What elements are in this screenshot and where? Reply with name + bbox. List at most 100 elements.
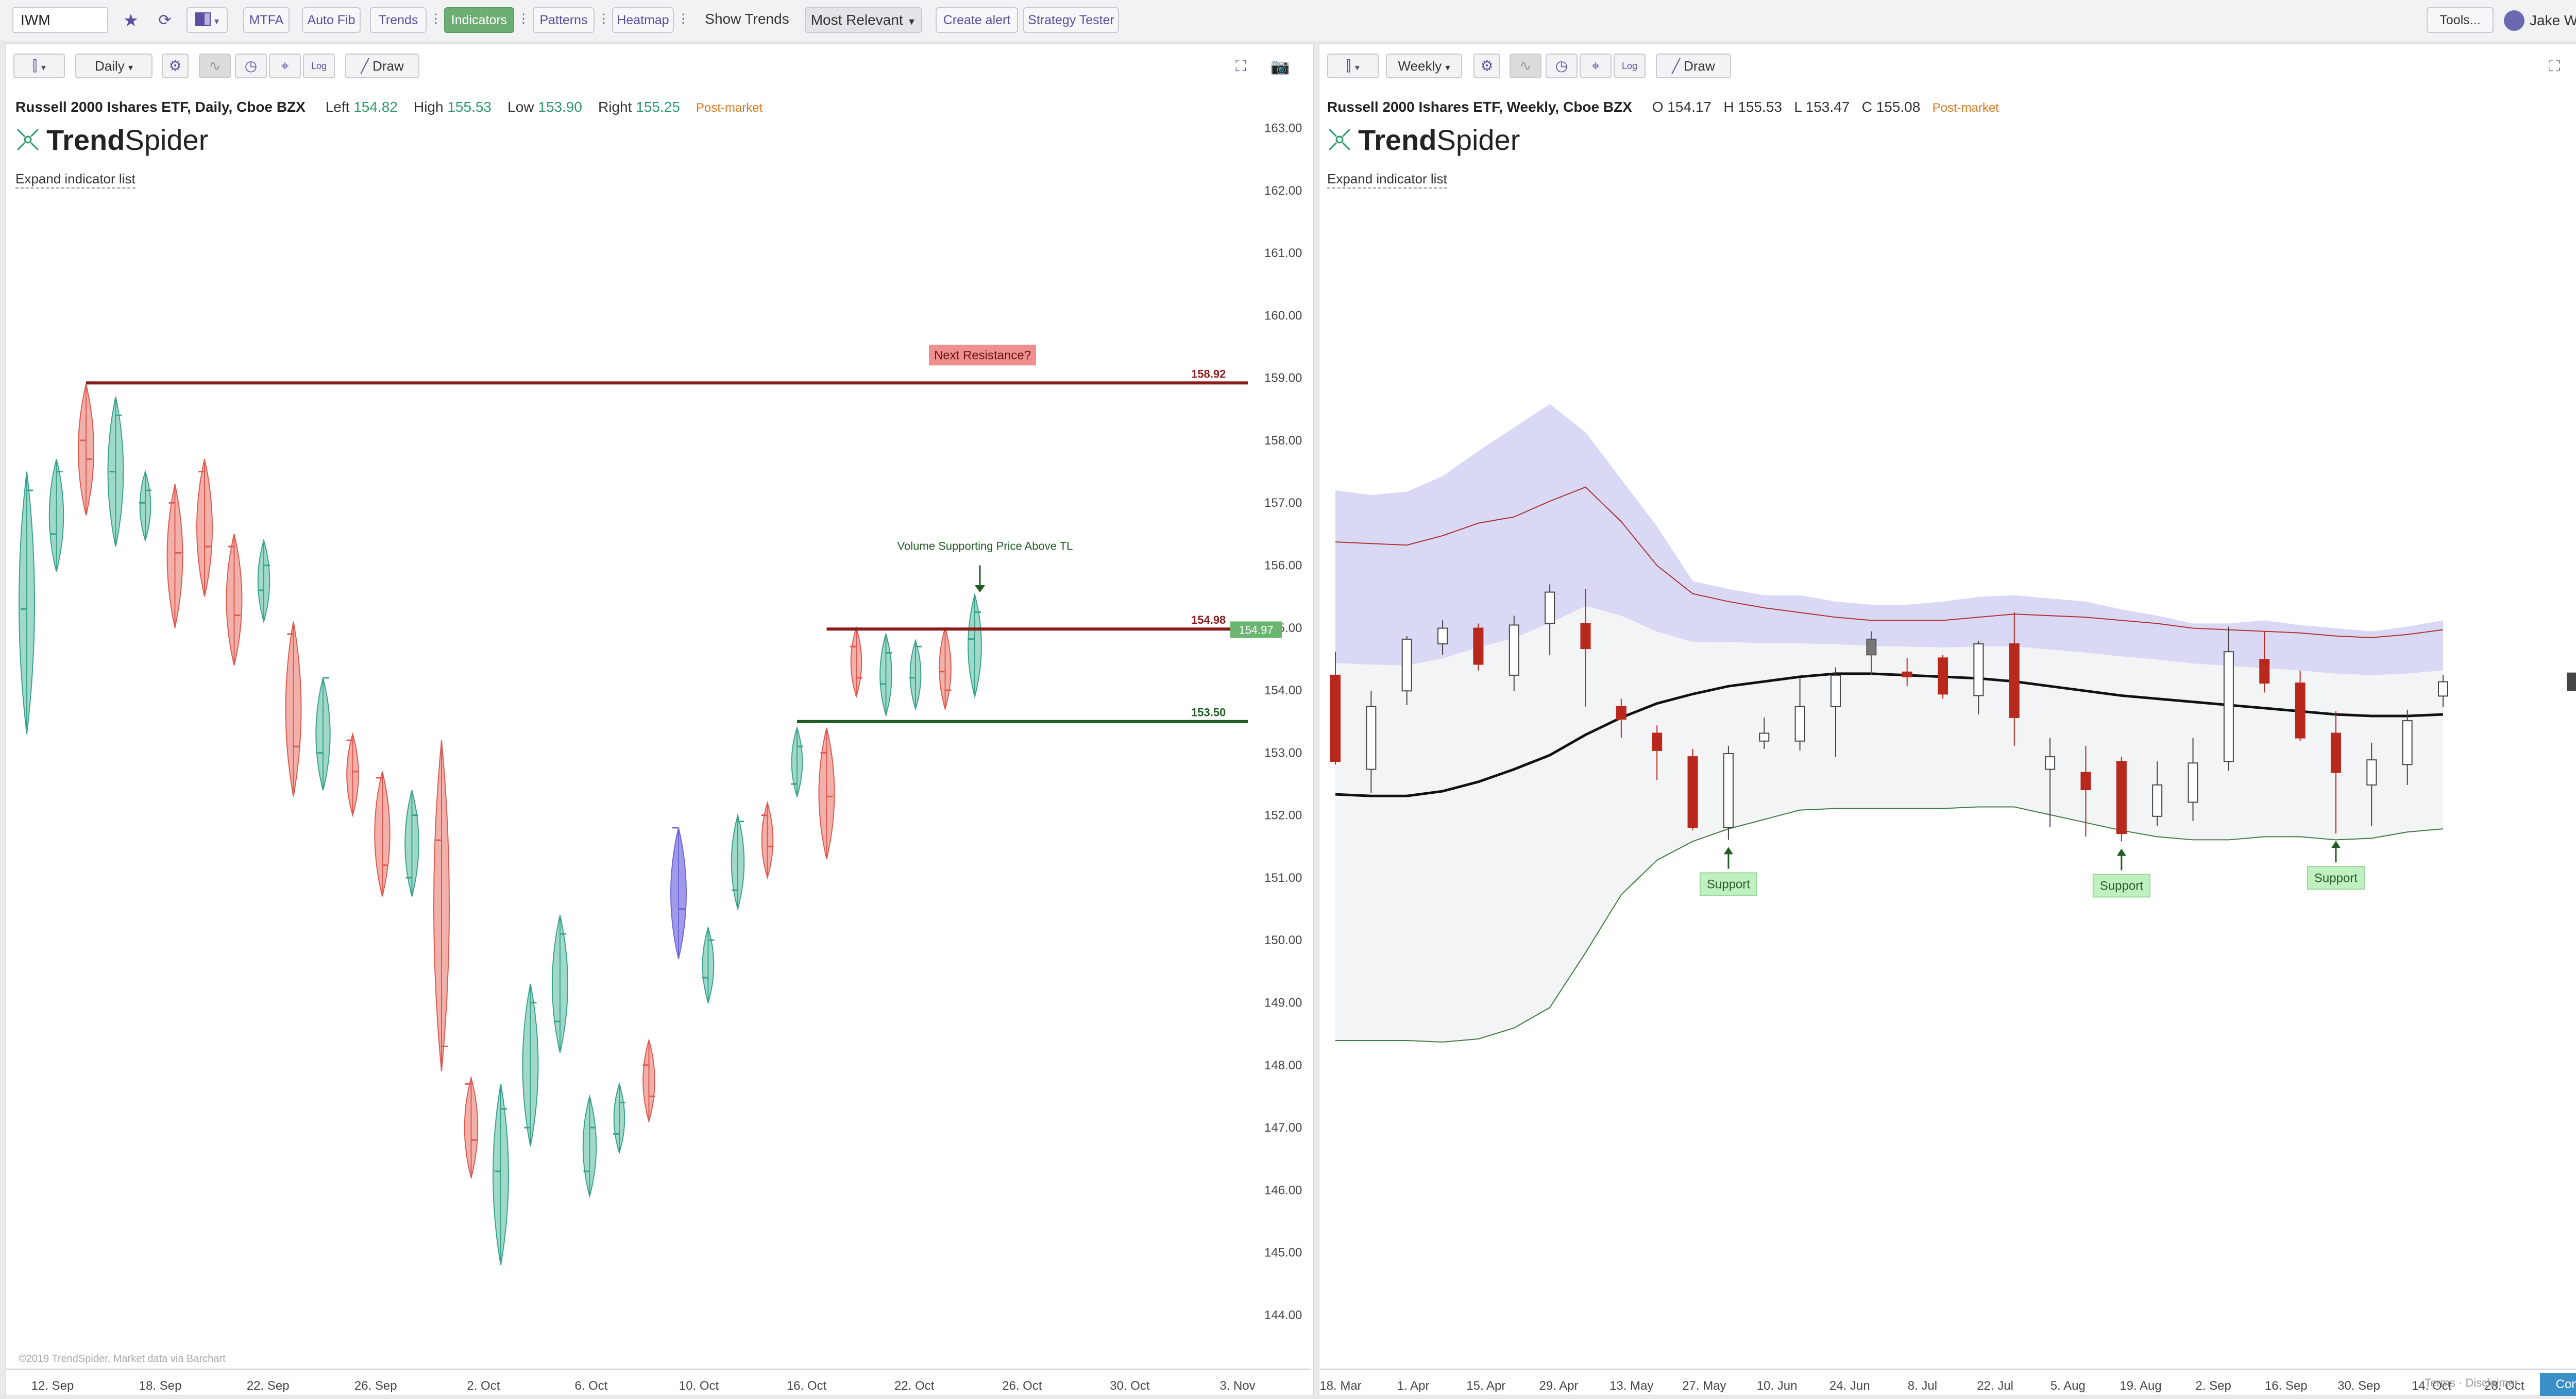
symbol-input[interactable]: IWM [12, 7, 108, 33]
y-tick-label: 147.00 [1264, 1121, 1302, 1135]
x-tick-label: 16. Sep [2265, 1379, 2308, 1393]
layout-button[interactable]: ▾ [187, 7, 228, 33]
patterns-button[interactable]: Patterns [533, 7, 595, 33]
user-name[interactable]: Jake Wujastyk [2530, 12, 2576, 28]
terms-link[interactable]: Terms · Disclaimer [2425, 1376, 2519, 1389]
spider-logo-icon [1328, 128, 1351, 151]
x-tick-label: 2. Oct [467, 1379, 500, 1393]
candle [2009, 612, 2020, 746]
y-tick-label: 154.00 [1264, 684, 1302, 697]
candle-body [1652, 732, 1663, 751]
draw-button-right[interactable]: ╱ Draw [1656, 54, 1731, 78]
candle [315, 677, 331, 791]
y-tick-label: 161.00 [1264, 246, 1302, 260]
support-arrow-head [2331, 841, 2341, 848]
x-tick-label: 5. Aug [2050, 1379, 2086, 1393]
post-market-label: Post-market [1932, 101, 1999, 115]
chevron-down-icon: ▾ [128, 62, 133, 73]
last-price-tag [1230, 621, 1282, 638]
timeframe-dropdown[interactable]: Daily ▾ [75, 54, 152, 78]
gear-icon: ⚙ [168, 58, 182, 74]
refresh-icon[interactable]: ⟳ [158, 12, 172, 29]
timeframe-dropdown-right[interactable]: Weekly ▾ [1386, 54, 1462, 78]
x-tick-label: 10. Jun [1757, 1379, 1798, 1393]
most-relevant-dropdown[interactable]: Most Relevant ▼ [805, 7, 922, 33]
show-trends-toggle[interactable]: Show Trends [705, 11, 789, 27]
candle [19, 471, 35, 735]
level-label: 153.50 [1191, 706, 1226, 719]
candle [1723, 745, 1734, 840]
crosshair-button[interactable]: ⌖ [269, 54, 301, 78]
support-note: Support [2314, 871, 2358, 885]
candle-body [1687, 756, 1698, 828]
candle-type-icon: ⫿ [1346, 58, 1351, 74]
volume-note: Volume Supporting Price Above TL [897, 539, 1073, 552]
indicators-menu-dots[interactable]: ⋮ [517, 12, 530, 26]
candle-body [1830, 674, 1841, 707]
x-tick-label: 22. Oct [894, 1379, 935, 1393]
x-tick-label: 12. Sep [31, 1379, 74, 1393]
trends-button[interactable]: Trends [370, 7, 427, 33]
upper-line [1335, 486, 2444, 638]
x-tick-label: 15. Apr [1466, 1379, 1505, 1393]
candle [1580, 589, 1591, 707]
expand-indicator-list-link-right[interactable]: Expand indicator list [1327, 170, 1447, 189]
chart-type-selector-right[interactable]: ⫿ ▾ [1327, 54, 1379, 78]
y-tick-label: 144.00 [1264, 1308, 1302, 1322]
trends-menu-dots[interactable]: ⋮ [430, 12, 442, 26]
log-scale-button[interactable]: Log [303, 54, 335, 78]
candle-body [2438, 681, 2448, 697]
heatmap-menu-dots[interactable]: ⋮ [677, 12, 689, 26]
replay-button-right[interactable]: ◷ [1546, 54, 1578, 78]
compare-button[interactable]: ∿ [199, 54, 231, 78]
pencil-icon: ╱ [1672, 58, 1680, 74]
high-value: 155.53 [447, 99, 492, 115]
replay-button[interactable]: ◷ [235, 54, 267, 78]
settings-button-right[interactable]: ⚙ [1473, 54, 1500, 78]
mtfa-button[interactable]: MTFA [243, 7, 290, 33]
candle [2152, 761, 2163, 826]
daily-chart[interactable]: 163.00 162.00 161.00 160.00 159.00 158.00 157.… [6, 103, 1313, 1395]
expand-indicator-list-link[interactable]: Expand indicator list [15, 170, 135, 189]
auto-fib-button[interactable]: Auto Fib [302, 7, 361, 33]
x-tick-label: 14. Oct [2412, 1379, 2452, 1393]
compare-button-right[interactable]: ∿ [1510, 54, 1541, 78]
candle [791, 726, 803, 798]
log-scale-button-right[interactable]: Log [1614, 54, 1646, 78]
crosshair-button-right[interactable]: ⌖ [1580, 54, 1612, 78]
chart-type-selector[interactable]: ⫿ ▾ [13, 54, 65, 78]
candle [1509, 616, 1519, 691]
settings-button[interactable]: ⚙ [162, 54, 189, 78]
star-icon[interactable]: ★ [123, 11, 139, 30]
fullscreen-icon[interactable]: ⛶ [2549, 58, 2560, 75]
create-alert-button[interactable]: Create alert [936, 7, 1018, 33]
y-tick-label: 152.00 [1264, 809, 1302, 823]
weekly-chart[interactable]: 190.00185.00180.00175.00170.00165.00160.… [1320, 103, 2576, 1395]
most-relevant-label: Most Relevant [810, 12, 903, 28]
candle [2223, 626, 2234, 771]
contact-us-button[interactable]: Contact us [2540, 1373, 2576, 1396]
x-tick-label: 28. Oct [2484, 1379, 2524, 1393]
camera-icon[interactable]: 📷 [1270, 58, 1290, 75]
indicators-button[interactable]: Indicators [444, 7, 514, 33]
left-chart-header: Russell 2000 Ishares ETF, Daily, Cboe BZ… [15, 98, 762, 117]
candle [285, 621, 302, 797]
strategy-tester-button[interactable]: Strategy Tester [1023, 7, 1119, 33]
clock-icon: ◷ [244, 58, 258, 74]
clock-icon: ◷ [1555, 58, 1568, 74]
y-tick-label: 157.00 [1264, 496, 1302, 510]
right-chart-header: Russell 2000 Ishares ETF, Weekly, Cboe B… [1327, 98, 1999, 117]
candle-body [1794, 706, 1805, 742]
candle [582, 1094, 597, 1199]
close-value: C 155.08 [1861, 99, 1921, 115]
heatmap-button[interactable]: Heatmap [612, 7, 674, 33]
user-avatar-icon[interactable] [2504, 10, 2524, 31]
fullscreen-icon[interactable]: ⛶ [1235, 58, 1246, 75]
candle [2080, 745, 2091, 837]
candle [1902, 658, 1912, 687]
tools-button[interactable]: Tools... [2427, 7, 2494, 33]
draw-button[interactable]: ╱ Draw [345, 54, 419, 78]
candle [2330, 711, 2341, 834]
candle-body [1616, 706, 1626, 720]
patterns-menu-dots[interactable]: ⋮ [598, 12, 610, 26]
